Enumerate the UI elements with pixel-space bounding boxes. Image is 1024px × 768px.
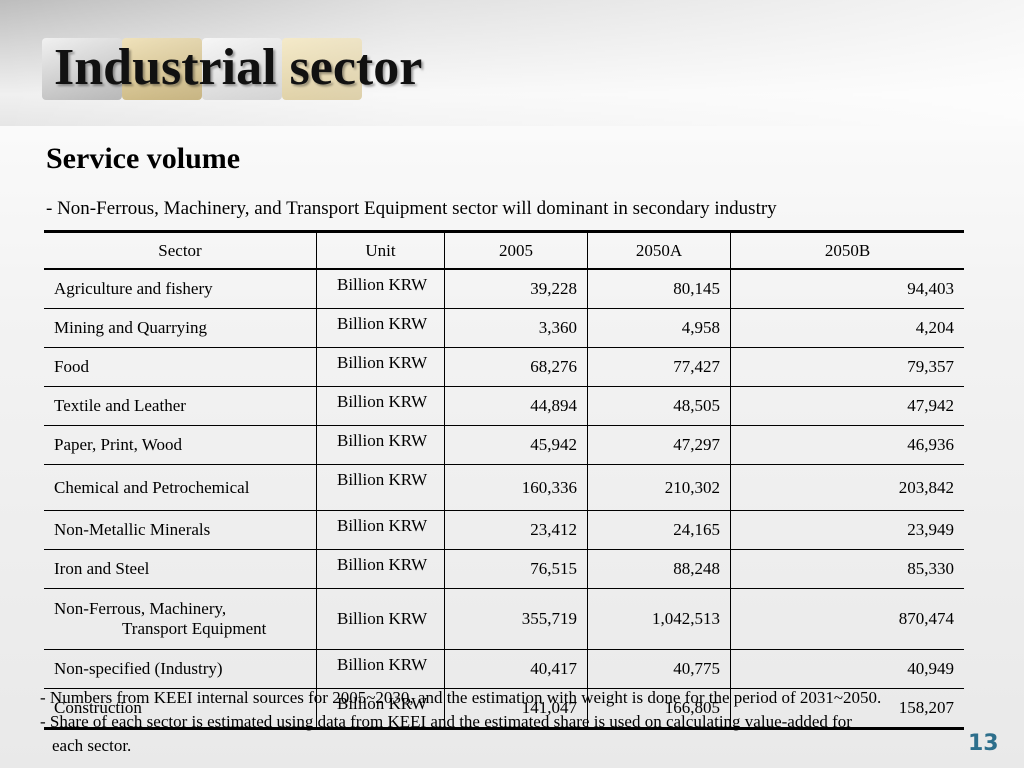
slide-subtitle: Service volume <box>46 142 241 175</box>
sector-cell: Chemical and Petrochemical <box>44 464 317 511</box>
unit-cell: Billion KRW <box>316 510 445 550</box>
value-2005-cell: 45,942 <box>444 425 588 465</box>
value-2050b-cell: 158,207 <box>730 688 964 729</box>
value-2050a-cell: 47,297 <box>587 425 731 465</box>
table-row: Non-specified (Industry) Billion KRW 40,… <box>44 649 964 689</box>
table-row: Non-Ferrous, Machinery, Transport Equipm… <box>44 588 964 650</box>
value-2050b-cell: 46,936 <box>730 425 964 465</box>
value-2050a-cell: 80,145 <box>587 269 731 309</box>
value-2050a-cell: 1,042,513 <box>587 588 731 650</box>
value-2050b-cell: 40,949 <box>730 649 964 689</box>
value-2005-cell: 76,515 <box>444 549 588 589</box>
unit-cell: Billion KRW <box>316 588 445 650</box>
value-2050a-cell: 40,775 <box>587 649 731 689</box>
footnote: - Numbers from KEEI internal sources for… <box>40 688 882 707</box>
sector-cell-line: Non-Ferrous, Machinery, <box>54 599 227 618</box>
sector-cell: Non-Metallic Minerals <box>44 510 317 550</box>
value-2005-cell: 141,047 <box>444 688 588 729</box>
footnote: - Share of each sector is estimated usin… <box>40 712 852 731</box>
value-2050b-cell: 203,842 <box>730 464 964 511</box>
value-2050a-cell: 77,427 <box>587 347 731 387</box>
sector-cell: Agriculture and fishery <box>44 269 317 309</box>
sector-cell: Non-Ferrous, Machinery, Transport Equipm… <box>44 588 317 650</box>
table-row: Iron and Steel Billion KRW 76,515 88,248… <box>44 549 964 589</box>
table-row: Construction Billion KRW 141,047 166,805… <box>44 688 964 729</box>
sector-cell: Paper, Print, Wood <box>44 425 317 465</box>
value-2050b-cell: 79,357 <box>730 347 964 387</box>
sector-cell: Non-specified (Industry) <box>44 649 317 689</box>
table-row: Textile and Leather Billion KRW 44,894 4… <box>44 386 964 426</box>
header-sector: Sector <box>44 231 317 270</box>
unit-cell: Billion KRW <box>316 347 445 387</box>
sector-cell-line: Transport Equipment <box>122 619 267 638</box>
value-2005-cell: 44,894 <box>444 386 588 426</box>
value-2005-cell: 40,417 <box>444 649 588 689</box>
slide-title: Industrial sector <box>54 39 423 96</box>
table-row: Chemical and Petrochemical Billion KRW 1… <box>44 464 964 511</box>
page-number: 13 <box>968 731 999 756</box>
value-2050b-cell: 4,204 <box>730 308 964 348</box>
value-2050a-cell: 4,958 <box>587 308 731 348</box>
sector-cell: Iron and Steel <box>44 549 317 589</box>
table-header-row: Sector Unit 2005 2050A 2050B <box>44 231 964 270</box>
table-row: Mining and Quarrying Billion KRW 3,360 4… <box>44 308 964 348</box>
value-2005-cell: 355,719 <box>444 588 588 650</box>
sector-cell: Textile and Leather <box>44 386 317 426</box>
value-2005-cell: 23,412 <box>444 510 588 550</box>
table-row: Paper, Print, Wood Billion KRW 45,942 47… <box>44 425 964 465</box>
banner-shine <box>0 0 1024 126</box>
service-volume-table: Sector Unit 2005 2050A 2050B Agriculture… <box>44 230 964 730</box>
unit-cell: Billion KRW <box>316 386 445 426</box>
value-2050a-cell: 210,302 <box>587 464 731 511</box>
header-2005: 2005 <box>444 231 588 270</box>
table-row: Agriculture and fishery Billion KRW 39,2… <box>44 269 964 309</box>
value-2050b-cell: 23,949 <box>730 510 964 550</box>
value-2050a-cell: 166,805 <box>587 688 731 729</box>
value-2050a-cell: 48,505 <box>587 386 731 426</box>
value-2050a-cell: 24,165 <box>587 510 731 550</box>
unit-cell: Billion KRW <box>316 688 445 729</box>
table-row: Non-Metallic Minerals Billion KRW 23,412… <box>44 510 964 550</box>
lead-statement: - Non-Ferrous, Machinery, and Transport … <box>46 198 777 219</box>
unit-cell: Billion KRW <box>316 308 445 348</box>
value-2050b-cell: 870,474 <box>730 588 964 650</box>
footnotes: - Numbers from KEEI internal sources for… <box>40 686 1024 758</box>
table-row: Food Billion KRW 68,276 77,427 79,357 <box>44 347 964 387</box>
value-2005-cell: 3,360 <box>444 308 588 348</box>
unit-cell: Billion KRW <box>316 464 445 511</box>
value-2005-cell: 68,276 <box>444 347 588 387</box>
sector-cell: Mining and Quarrying <box>44 308 317 348</box>
value-2050b-cell: 47,942 <box>730 386 964 426</box>
value-2050b-cell: 85,330 <box>730 549 964 589</box>
sector-cell: Construction <box>44 688 317 729</box>
unit-cell: Billion KRW <box>316 649 445 689</box>
header-2050a: 2050A <box>587 231 731 270</box>
value-2050b-cell: 94,403 <box>730 269 964 309</box>
unit-cell: Billion KRW <box>316 549 445 589</box>
sector-cell: Food <box>44 347 317 387</box>
unit-cell: Billion KRW <box>316 425 445 465</box>
header-unit: Unit <box>316 231 445 270</box>
footnote-continuation: each sector. <box>52 736 132 755</box>
header-2050b: 2050B <box>730 231 964 270</box>
title-banner: Industrial sector <box>0 0 1024 126</box>
value-2005-cell: 39,228 <box>444 269 588 309</box>
unit-cell: Billion KRW <box>316 269 445 309</box>
value-2050a-cell: 88,248 <box>587 549 731 589</box>
value-2005-cell: 160,336 <box>444 464 588 511</box>
